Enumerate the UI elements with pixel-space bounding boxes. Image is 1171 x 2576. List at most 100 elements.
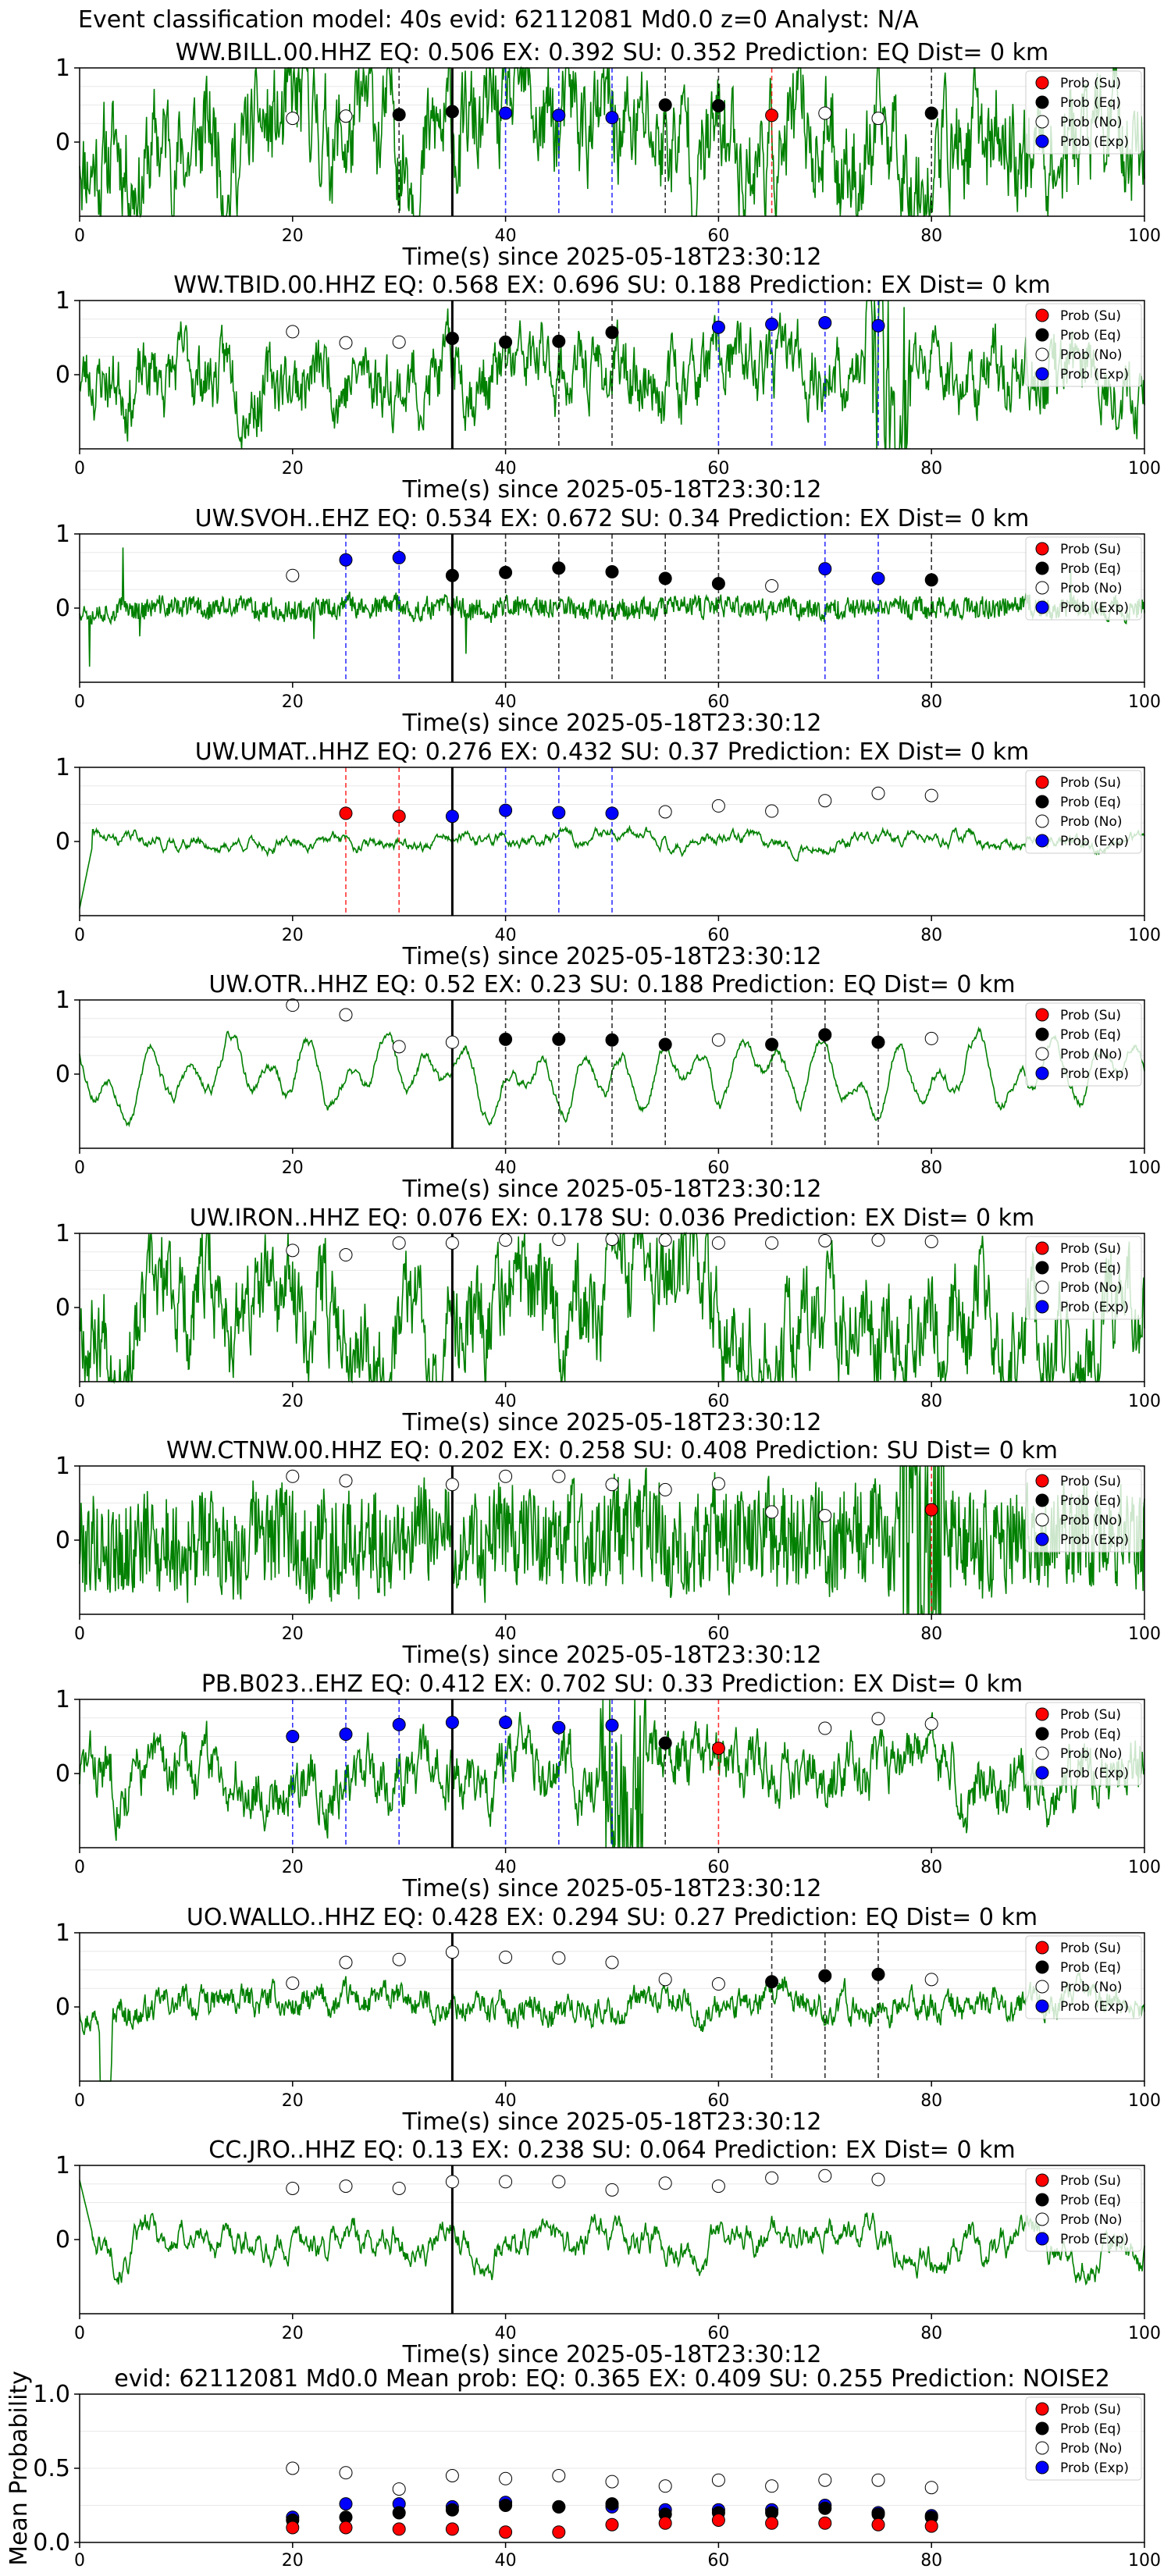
legend-marker-su bbox=[1035, 542, 1049, 556]
x-tick-label: 100 bbox=[1128, 2091, 1161, 2111]
probability-point bbox=[711, 320, 725, 334]
probability-point bbox=[711, 1742, 725, 1756]
legend-marker-no bbox=[1035, 1746, 1049, 1760]
x-tick-label: 20 bbox=[282, 1624, 304, 1644]
x-tick-label: 20 bbox=[282, 1158, 304, 1178]
legend-marker-su bbox=[1035, 1474, 1049, 1488]
probability-point bbox=[924, 1031, 938, 1045]
station-panel: WW.CTNW.00.HHZ EQ: 0.202 EX: 0.258 SU: 0… bbox=[55, 1437, 1161, 1669]
y-tick-label: 0 bbox=[55, 1527, 70, 1554]
probability-point bbox=[445, 105, 459, 119]
probability-point bbox=[605, 1233, 619, 1247]
probability-point bbox=[818, 562, 832, 576]
legend-label: Prob (Su) bbox=[1060, 1008, 1121, 1023]
mean-prob-point bbox=[605, 2497, 619, 2511]
x-tick-label: 40 bbox=[495, 459, 517, 479]
legend-box bbox=[1025, 770, 1142, 854]
probability-point bbox=[871, 1967, 885, 1981]
y-tick-label: 0 bbox=[55, 361, 70, 389]
probability-point bbox=[871, 2172, 885, 2186]
mean-prob-point bbox=[339, 2466, 353, 2480]
waveform-trace bbox=[79, 1465, 1145, 1615]
x-tick-label: 80 bbox=[920, 2551, 942, 2571]
probability-point bbox=[339, 1955, 353, 1969]
probability-point bbox=[871, 1233, 885, 1247]
legend-label: Prob (Su) bbox=[1060, 2402, 1121, 2418]
x-tick-label: 40 bbox=[495, 1858, 517, 1877]
x-tick-label: 100 bbox=[1128, 926, 1161, 945]
legend-marker-exp bbox=[1035, 1766, 1049, 1780]
y-tick-label: 1 bbox=[55, 754, 70, 781]
y-tick-label: 0 bbox=[55, 1760, 70, 1788]
probability-point bbox=[392, 1236, 406, 1250]
probability-point bbox=[711, 1236, 725, 1250]
mean-prob-point bbox=[499, 2471, 513, 2485]
legend-label: Prob (Exp) bbox=[1060, 2232, 1129, 2247]
x-tick-label: 40 bbox=[495, 1392, 517, 1411]
mean-prob-point bbox=[392, 2482, 406, 2496]
probability-point bbox=[605, 564, 619, 578]
legend-label: Prob (Eq) bbox=[1060, 1727, 1121, 1742]
mean-prob-point bbox=[605, 2475, 619, 2489]
x-tick-label: 60 bbox=[707, 2551, 729, 2571]
mean-prob-point bbox=[499, 2499, 513, 2512]
figure-title: Event classification model: 40s evid: 62… bbox=[78, 6, 919, 34]
probability-point bbox=[871, 786, 885, 800]
probability-point bbox=[552, 1720, 566, 1735]
x-tick-label: 40 bbox=[495, 1158, 517, 1178]
waveform-trace bbox=[79, 1971, 1145, 2082]
probability-point bbox=[499, 2175, 513, 2189]
x-tick-label: 0 bbox=[74, 2324, 85, 2343]
probability-point bbox=[818, 1969, 832, 1983]
probability-point bbox=[818, 2169, 832, 2183]
probability-point bbox=[605, 1955, 619, 1969]
mean-prob-point bbox=[871, 2517, 885, 2532]
probability-point bbox=[286, 325, 300, 339]
probability-point bbox=[339, 1008, 353, 1022]
legend: Prob (Su) Prob (Eq) Prob (No) Prob (Exp) bbox=[1025, 303, 1142, 387]
probability-point bbox=[658, 1482, 672, 1496]
x-axis-label: Time(s) since 2025-05-18T23:30:12 bbox=[402, 476, 822, 503]
mean-prob-point bbox=[339, 2521, 353, 2535]
legend-marker-eq bbox=[1035, 2421, 1049, 2435]
mean-probability-panel: evid: 62112081 Md0.0 Mean prob: EQ: 0.36… bbox=[5, 2365, 1161, 2571]
mean-prob-point bbox=[711, 2514, 725, 2527]
x-tick-label: 80 bbox=[920, 1392, 942, 1411]
legend-box bbox=[1025, 2168, 1142, 2252]
probability-point bbox=[286, 112, 300, 126]
panel-title: WW.CTNW.00.HHZ EQ: 0.202 EX: 0.258 SU: 0… bbox=[166, 1437, 1058, 1464]
probability-point bbox=[818, 1028, 832, 1042]
probability-point bbox=[711, 2179, 725, 2194]
legend-label: Prob (No) bbox=[1060, 814, 1123, 830]
legend-label: Prob (Su) bbox=[1060, 76, 1121, 91]
probability-point bbox=[765, 109, 779, 123]
mean-prob-point bbox=[818, 2516, 832, 2530]
mean-prob-point bbox=[711, 2473, 725, 2487]
panel-title: CC.JRO..HHZ EQ: 0.13 EX: 0.238 SU: 0.064… bbox=[208, 2137, 1015, 2164]
legend-label: Prob (Exp) bbox=[1060, 600, 1129, 616]
x-tick-label: 0 bbox=[74, 1392, 85, 1411]
legend-marker-exp bbox=[1035, 834, 1049, 848]
probability-point bbox=[392, 1717, 406, 1731]
y-tick-label: 1 bbox=[55, 1220, 70, 1247]
legend-marker-exp bbox=[1035, 2232, 1049, 2246]
x-tick-label: 80 bbox=[920, 1858, 942, 1877]
mean-prob-point bbox=[658, 2479, 672, 2493]
probability-point bbox=[552, 334, 566, 348]
y-tick-label: 1 bbox=[55, 1686, 70, 1713]
probability-point bbox=[339, 1727, 353, 1742]
mean-prob-point bbox=[818, 2501, 832, 2515]
mean-prob-point bbox=[658, 2516, 672, 2530]
probability-point bbox=[552, 1951, 566, 1965]
legend-marker-eq bbox=[1035, 1261, 1049, 1275]
x-tick-label: 100 bbox=[1128, 1158, 1161, 1178]
x-tick-label: 40 bbox=[495, 2091, 517, 2111]
probability-point bbox=[924, 788, 938, 802]
legend-label: Prob (No) bbox=[1060, 2441, 1123, 2457]
mean-prob-point bbox=[392, 2522, 406, 2536]
legend-label: Prob (No) bbox=[1060, 1280, 1123, 1296]
probability-point bbox=[818, 1509, 832, 1523]
probability-point bbox=[445, 1945, 459, 1959]
probability-point bbox=[605, 111, 619, 125]
probability-point bbox=[765, 1975, 779, 1989]
